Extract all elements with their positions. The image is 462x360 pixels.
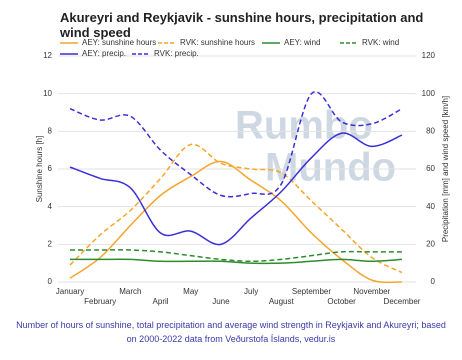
watermark: Rumbo [235, 104, 373, 148]
x-tick-label: September [292, 287, 331, 296]
x-tick-label: December [384, 297, 421, 306]
caption: Number of hours of sunshine, total preci… [16, 320, 446, 344]
series-line [69, 143, 403, 274]
legend-label: AEY: precip. [82, 49, 126, 58]
x-tick-label: March [119, 287, 141, 296]
y2-tick-label: 0 [431, 277, 436, 286]
series-line [69, 160, 403, 284]
y2-axis-label: Precipitation [mm] and wind speed [km/h] [441, 96, 450, 242]
x-tick-label: January [56, 287, 84, 296]
y2-tick-label: 60 [426, 164, 435, 173]
series-line [69, 90, 403, 198]
y-tick-label: 10 [43, 89, 52, 98]
legend-label: RVK: sunshine hours [180, 38, 255, 47]
watermark: Mundo [265, 146, 396, 190]
y-tick-label: 2 [48, 239, 53, 248]
series-line [70, 249, 402, 263]
y-tick-label: 6 [48, 164, 53, 173]
series-line [69, 132, 403, 246]
x-tick-label: August [269, 297, 295, 306]
y2-tick-label: 40 [426, 202, 435, 211]
x-tick-label: February [84, 297, 116, 306]
x-tick-label: April [153, 297, 169, 306]
legend-label: AEY: sunshine hours [82, 38, 156, 47]
x-tick-label: June [212, 297, 230, 306]
y-tick-label: 12 [43, 51, 52, 60]
series-line [70, 258, 403, 265]
y-tick-label: 8 [48, 126, 53, 135]
legend-label: RVK: precip. [154, 49, 199, 58]
chart-title: Akureyri and Reykjavik - sunshine hours,… [60, 10, 424, 40]
x-tick-label: July [244, 287, 258, 296]
legend-label: AEY: wind [284, 38, 320, 47]
x-tick-label: May [183, 287, 198, 296]
y2-tick-label: 100 [422, 89, 436, 98]
x-tick-label: October [327, 297, 356, 306]
y-tick-label: 4 [48, 202, 53, 211]
y2-tick-label: 20 [426, 239, 435, 248]
y2-tick-label: 120 [422, 51, 436, 60]
y-tick-label: 0 [48, 277, 53, 286]
y-axis-label: Sunshine hours [h] [35, 136, 44, 203]
x-tick-label: November [353, 287, 390, 296]
legend-label: RVK: wind [362, 38, 399, 47]
y2-tick-label: 80 [426, 126, 435, 135]
